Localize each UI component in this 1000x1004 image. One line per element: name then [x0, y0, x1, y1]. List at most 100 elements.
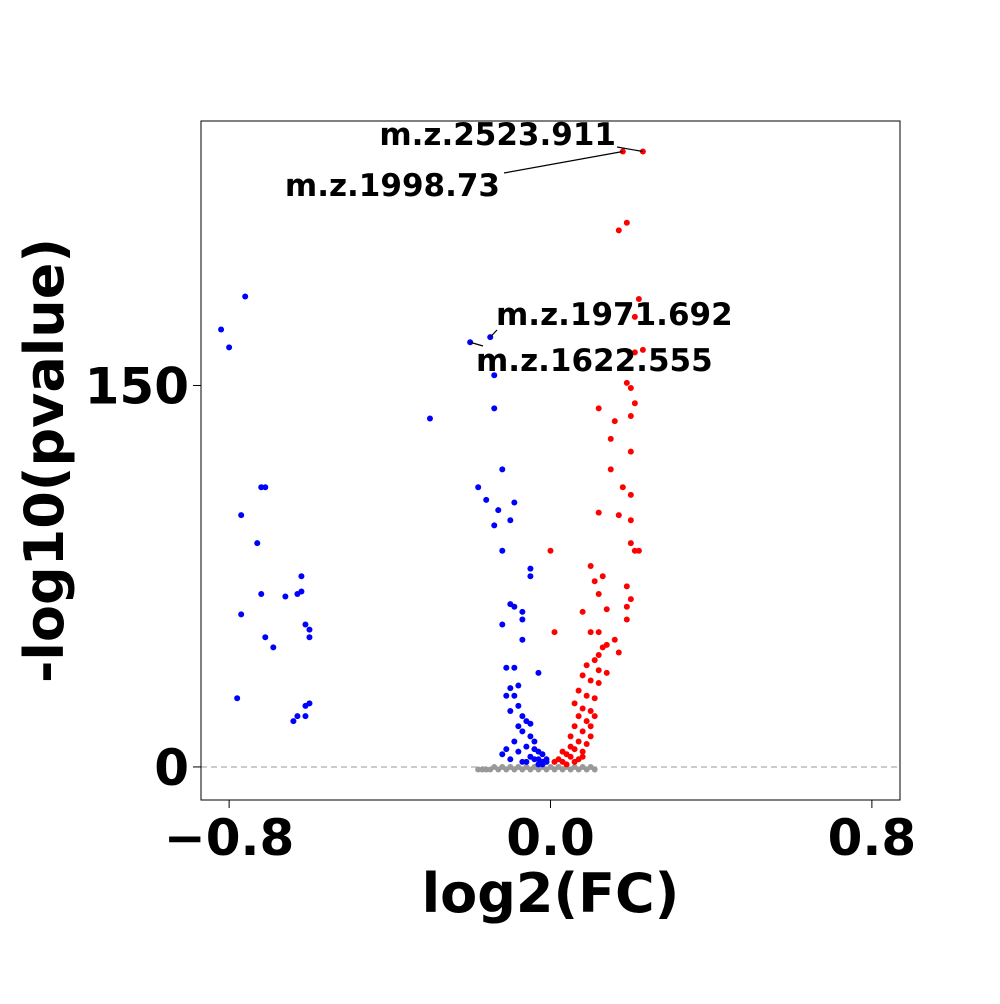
data-point-up [587, 677, 594, 684]
data-point-up [599, 573, 606, 580]
data-point-up [587, 723, 594, 730]
data-point-down [523, 743, 530, 750]
annotation-leader [469, 341, 484, 347]
data-point-down [519, 728, 526, 735]
data-point-up [587, 707, 594, 714]
data-point-down [499, 621, 506, 628]
data-point-down [511, 664, 518, 671]
data-point-up [615, 649, 622, 656]
axes-layer: −0.8 0.0 0.8 0 150 [85, 357, 917, 867]
data-point-up [631, 349, 638, 356]
data-point-up [623, 583, 630, 590]
data-point-down [515, 702, 522, 709]
data-point-down [258, 591, 265, 598]
data-point-up [627, 517, 634, 524]
data-point-down [515, 723, 522, 730]
data-point-up [583, 662, 590, 669]
data-point-down [507, 707, 514, 714]
data-point-up [623, 603, 630, 610]
annotation-label: m.z.1971.692 [496, 297, 733, 333]
data-point-up [583, 741, 590, 748]
annotation-leader [489, 329, 498, 338]
data-point-down [511, 692, 518, 699]
data-point-down [302, 713, 309, 720]
data-point-up [627, 491, 634, 498]
data-point-down [306, 626, 313, 633]
data-point-up [559, 748, 566, 755]
data-point-down [491, 405, 498, 412]
data-point-up [567, 733, 574, 740]
data-point-up [623, 219, 630, 226]
data-point-up [579, 753, 586, 760]
data-point-up [579, 672, 586, 679]
data-point-down [511, 603, 518, 610]
data-point-up [579, 608, 586, 615]
data-point-up [623, 379, 630, 386]
data-point-down [262, 484, 269, 491]
data-point-up [583, 718, 590, 725]
data-point-up [587, 629, 594, 636]
data-point-down [519, 636, 526, 643]
data-point-nonsig [591, 766, 598, 773]
data-point-down [503, 664, 510, 671]
data-point-up [595, 667, 602, 674]
data-point-up [595, 680, 602, 687]
annotation-label: m.z.2523.911 [379, 117, 616, 153]
annotations-layer: m.z.2523.911 m.z.1998.73 m.z.1971.692 m.z.1… [285, 117, 733, 379]
data-point-up [611, 636, 618, 643]
data-point-up [571, 700, 578, 707]
data-point-down [503, 692, 510, 699]
data-point-down [234, 695, 241, 702]
data-point-up [551, 629, 558, 636]
data-point-down [218, 326, 225, 333]
data-point-up [575, 687, 582, 694]
data-point-up [575, 738, 582, 745]
data-point-up [599, 644, 606, 651]
data-point-up [563, 761, 570, 768]
x-tick-label: −0.8 [164, 809, 294, 867]
annotation-leader [503, 150, 623, 174]
data-point-down [499, 547, 506, 554]
data-point-up [587, 733, 594, 740]
data-point-up [631, 400, 638, 407]
data-point-down [254, 540, 261, 547]
data-point-up [639, 346, 646, 353]
data-point-up [579, 728, 586, 735]
data-point-down [298, 573, 305, 580]
x-tick-label: 0.8 [828, 809, 917, 867]
data-point-down [491, 522, 498, 529]
data-point-up [623, 616, 630, 623]
data-point-up [575, 713, 582, 720]
data-point-up [595, 629, 602, 636]
data-point-down [507, 685, 514, 692]
data-point-down [527, 573, 534, 580]
data-point-down [535, 761, 542, 768]
data-point-down [519, 608, 526, 615]
data-point-down [238, 611, 245, 618]
points-layer [218, 148, 646, 773]
data-point-up [591, 713, 598, 720]
y-tick-label: 0 [154, 739, 189, 797]
data-point-down [503, 746, 510, 753]
data-point-down [499, 751, 506, 758]
annotation-leader [616, 146, 643, 153]
data-point-up [591, 578, 598, 585]
data-point-up [571, 758, 578, 765]
data-point-down [519, 713, 526, 720]
data-point-up [587, 563, 594, 570]
data-point-down [226, 344, 233, 351]
data-point-up [567, 743, 574, 750]
data-point-down [515, 682, 522, 689]
data-point-down [511, 499, 518, 506]
data-point-down [539, 751, 546, 758]
data-point-up [627, 412, 634, 419]
data-point-down [519, 616, 526, 623]
data-point-down [290, 718, 297, 725]
data-point-down [507, 756, 514, 763]
data-point-up [591, 695, 598, 702]
data-point-down [242, 293, 249, 300]
data-point-up [595, 591, 602, 598]
y-axis-label: -log10(pvalue) [13, 238, 76, 683]
